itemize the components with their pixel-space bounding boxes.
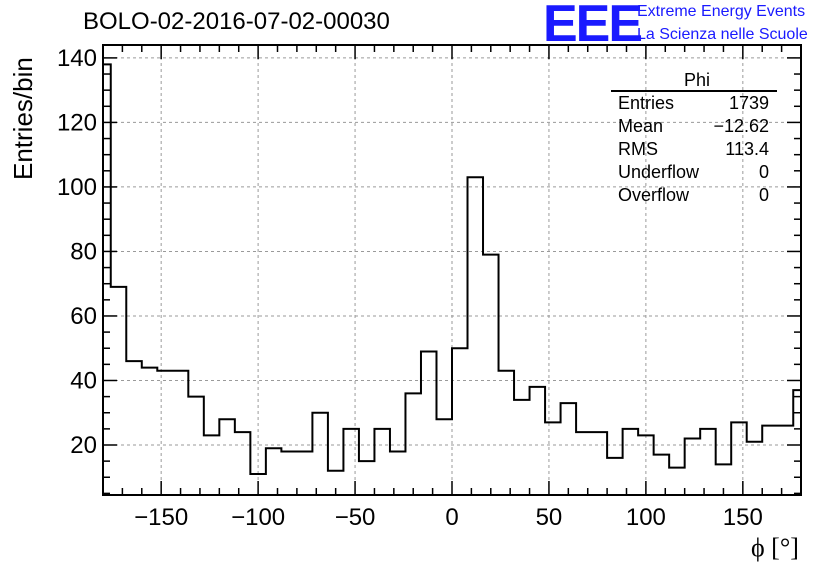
x-tick-label: 100 (626, 504, 666, 531)
histogram-bin (685, 439, 701, 495)
histogram-bin (514, 400, 530, 495)
y-tick-label: 120 (57, 109, 97, 136)
x-tick-label: −50 (335, 504, 376, 531)
histogram-bin (157, 371, 173, 495)
histogram-bin (297, 451, 313, 495)
histogram-bin (561, 403, 577, 495)
histogram-bin (188, 397, 204, 495)
histogram-bin (405, 393, 421, 495)
stats-value: 113.4 (725, 139, 769, 159)
histogram-bin (126, 361, 142, 495)
eee-logo: EEE (543, 0, 643, 53)
histogram-bin (103, 64, 111, 495)
histogram-bin (607, 458, 623, 495)
y-tick-label: 100 (57, 174, 97, 201)
histogram-bin (499, 371, 515, 495)
stats-box: Phi Entries 1739 Mean −12.62 RMS 113.4 U… (611, 70, 777, 207)
x-tick-label: −100 (231, 504, 285, 531)
axis-ticks (103, 45, 801, 495)
y-tick-label: 20 (70, 432, 97, 459)
histogram-bin (793, 390, 801, 495)
histogram-bin (669, 468, 685, 495)
y-tick-label: 140 (57, 45, 97, 72)
branding-line-2: La Scienza nelle Scuole (637, 26, 808, 43)
histogram-bin (204, 435, 220, 495)
stats-row-entries: Entries 1739 (611, 92, 777, 115)
histogram-bin (312, 413, 328, 495)
stats-row-rms: RMS 113.4 (611, 138, 777, 161)
histogram-bin (343, 429, 359, 495)
chart-title: BOLO-02-2016-07-02-00030 (83, 8, 390, 35)
x-axis-label: ϕ [°] (751, 533, 799, 562)
stats-row-mean: Mean −12.62 (611, 115, 777, 138)
histogram-bin (142, 368, 158, 495)
histogram-bin (390, 451, 406, 495)
histogram-bin (266, 448, 282, 495)
histogram-series (103, 63, 802, 495)
stats-row-underflow: Underflow 0 (611, 161, 777, 184)
y-tick-label: 80 (70, 238, 97, 265)
x-tick-label: 150 (723, 504, 763, 531)
stats-value: 1739 (728, 93, 769, 113)
y-tick-label: 40 (70, 367, 97, 394)
stats-title: Phi (611, 70, 777, 92)
histogram-bin (219, 419, 235, 495)
stats-value: −12.62 (713, 116, 769, 136)
histogram-bin (700, 429, 716, 495)
branding-line-1: Extreme Energy Events (637, 3, 806, 20)
axis-tick-labels: −150 −100 −50 0 50 100 150 20 40 60 80 100 120 140 (57, 45, 763, 531)
histogram-bin (731, 422, 747, 495)
histogram-bin (111, 287, 127, 495)
histogram-bin (747, 442, 763, 495)
histogram-bin (421, 351, 437, 495)
histogram-bin (452, 348, 468, 495)
histogram-bin (762, 426, 778, 495)
histogram-bin (545, 422, 561, 495)
histogram-bin (374, 429, 390, 495)
stats-label: Entries (618, 93, 675, 113)
grid-lines (103, 45, 801, 495)
stats-label: Mean (618, 116, 664, 136)
histogram-line (103, 63, 802, 476)
histogram-bin (654, 455, 670, 495)
y-axis-label: Entries/bin (8, 57, 38, 180)
stats-label: Underflow (618, 162, 700, 182)
histogram-bin (173, 371, 189, 495)
histogram-bin (468, 177, 484, 495)
histogram-bin (483, 255, 499, 495)
histogram-bin (778, 426, 794, 495)
histogram-bin (436, 419, 452, 495)
x-tick-label: 0 (445, 504, 458, 531)
histogram-bin (623, 429, 639, 495)
stats-label: Overflow (618, 185, 690, 205)
stats-row-overflow: Overflow 0 (611, 184, 777, 207)
x-tick-label: 50 (536, 504, 563, 531)
stats-value: 0 (758, 162, 769, 182)
histogram-bin (281, 451, 297, 495)
stats-label: RMS (618, 139, 658, 159)
histogram-bin (235, 432, 251, 495)
histogram-bin (359, 461, 375, 495)
stats-value: 0 (758, 185, 769, 205)
histogram-bin (576, 432, 592, 495)
x-tick-label: −150 (134, 504, 188, 531)
histogram-bin (530, 387, 546, 495)
y-tick-label: 60 (70, 303, 97, 330)
histogram-bin (592, 432, 608, 495)
